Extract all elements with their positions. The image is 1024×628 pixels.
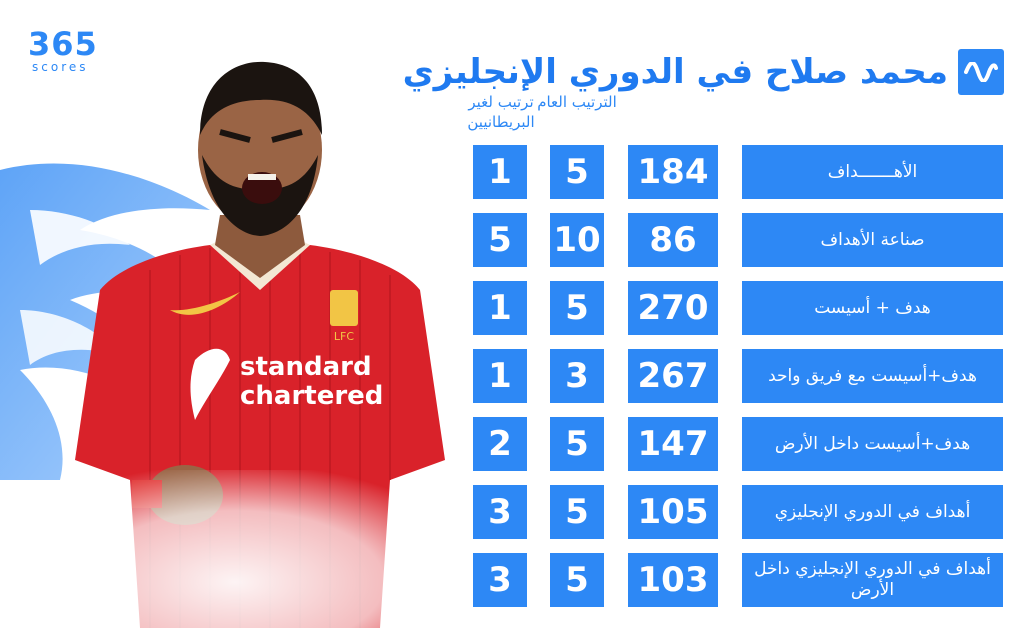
- logo-number: 365: [28, 25, 98, 63]
- stat-total: 105: [628, 485, 718, 539]
- stat-rank-non-british: 3: [473, 553, 527, 607]
- stat-label: هدف+أسيست داخل الأرض: [742, 417, 1003, 471]
- stats-wave-icon: [958, 49, 1004, 95]
- stat-rank-non-british: 3: [473, 485, 527, 539]
- stat-rank: 3: [550, 349, 604, 403]
- stat-rank: 5: [550, 553, 604, 607]
- stat-label: أهداف في الدوري الإنجليزي داخل الأرض: [742, 553, 1003, 607]
- column-header-rank: الترتيب العام: [537, 93, 617, 111]
- stat-total: 267: [628, 349, 718, 403]
- stat-rank: 5: [550, 281, 604, 335]
- sponsor-line-1: standard: [240, 352, 372, 382]
- stat-label: صناعة الأهداف: [742, 213, 1003, 267]
- table-row: صناعة الأهداف 86 10 5: [0, 213, 1024, 267]
- stat-total: 270: [628, 281, 718, 335]
- stat-rank-non-british: 1: [473, 281, 527, 335]
- stat-rank: 5: [550, 485, 604, 539]
- stat-rank-non-british: 1: [473, 145, 527, 199]
- stat-total: 147: [628, 417, 718, 471]
- column-header-rank-non-british: ترتيب لغير البريطانيين: [467, 93, 535, 131]
- stat-label: هدف+أسيست مع فريق واحد: [742, 349, 1003, 403]
- stat-total: 103: [628, 553, 718, 607]
- stat-rank: 5: [550, 417, 604, 471]
- stat-rank: 5: [550, 145, 604, 199]
- stat-label: الأهـــــــداف: [742, 145, 1003, 199]
- stat-rank-non-british: 1: [473, 349, 527, 403]
- stat-label: هدف + أسيست: [742, 281, 1003, 335]
- stat-rank: 10: [550, 213, 604, 267]
- page-title-bar: محمد صلاح في الدوري الإنجليزي: [403, 48, 1004, 96]
- brand-logo: 365 scores: [28, 28, 120, 76]
- logo-subtitle: scores: [32, 60, 89, 74]
- stat-label: أهداف في الدوري الإنجليزي: [742, 485, 1003, 539]
- stat-total: 86: [628, 213, 718, 267]
- crest-text: LFC: [334, 330, 354, 343]
- table-row: أهداف في الدوري الإنجليزي داخل الأرض 103 5…: [0, 553, 1024, 607]
- fog-overlay: [0, 470, 470, 628]
- stat-rank-non-british: 2: [473, 417, 527, 471]
- page-title: محمد صلاح في الدوري الإنجليزي: [402, 52, 948, 92]
- stat-rank-non-british: 5: [473, 213, 527, 267]
- table-row: هدف + أسيست 270 5 1: [0, 281, 1024, 335]
- table-row: الأهـــــــداف 184 5 1: [0, 145, 1024, 199]
- table-row: هدف+أسيست داخل الأرض 147 5 2: [0, 417, 1024, 471]
- sponsor-line-2: chartered: [240, 381, 383, 411]
- stat-total: 184: [628, 145, 718, 199]
- table-row: أهداف في الدوري الإنجليزي 105 5 3: [0, 485, 1024, 539]
- table-row: هدف+أسيست مع فريق واحد 267 3 1: [0, 349, 1024, 403]
